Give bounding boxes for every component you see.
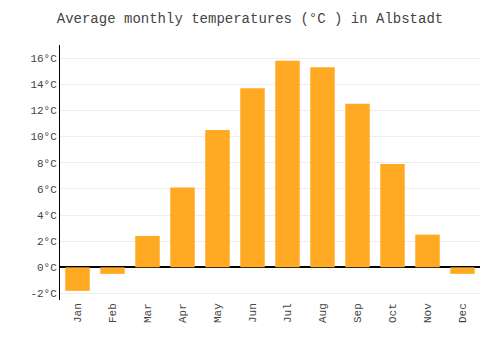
svg-text:0°C: 0°C bbox=[37, 262, 57, 274]
svg-text:10°C: 10°C bbox=[30, 131, 57, 143]
svg-text:Feb: Feb bbox=[107, 303, 119, 323]
svg-text:Average monthly temperatures (: Average monthly temperatures (°C ) in Al… bbox=[57, 11, 443, 27]
svg-text:Jul: Jul bbox=[282, 303, 294, 323]
svg-text:Apr: Apr bbox=[177, 303, 189, 323]
svg-text:Aug: Aug bbox=[317, 303, 329, 323]
svg-text:14°C: 14°C bbox=[30, 79, 57, 91]
svg-text:12°C: 12°C bbox=[30, 105, 57, 117]
svg-text:8°C: 8°C bbox=[37, 158, 57, 170]
svg-text:May: May bbox=[212, 303, 224, 323]
svg-text:Mar: Mar bbox=[142, 303, 154, 323]
svg-text:Oct: Oct bbox=[387, 303, 399, 323]
svg-text:-2°C: -2°C bbox=[30, 288, 57, 300]
svg-text:2°C: 2°C bbox=[37, 236, 57, 248]
svg-text:4°C: 4°C bbox=[37, 210, 57, 222]
svg-text:Jan: Jan bbox=[72, 303, 84, 323]
svg-text:Sep: Sep bbox=[352, 303, 364, 323]
svg-text:16°C: 16°C bbox=[30, 53, 57, 65]
svg-text:Jun: Jun bbox=[247, 303, 259, 323]
svg-text:6°C: 6°C bbox=[37, 184, 57, 196]
svg-text:Nov: Nov bbox=[422, 303, 434, 323]
svg-text:Dec: Dec bbox=[457, 303, 469, 323]
